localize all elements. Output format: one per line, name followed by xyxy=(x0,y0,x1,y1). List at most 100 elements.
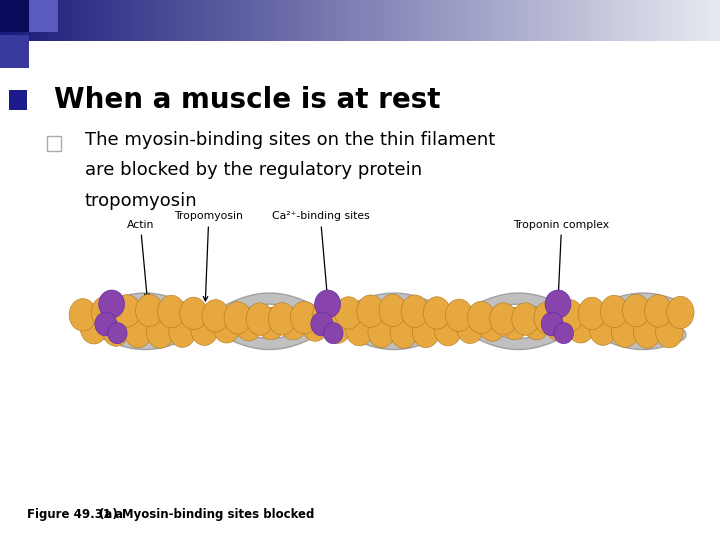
Bar xyxy=(29,0,58,32)
Text: are blocked by the regulatory protein: are blocked by the regulatory protein xyxy=(85,161,422,179)
Ellipse shape xyxy=(554,322,574,344)
Ellipse shape xyxy=(500,307,528,340)
Bar xyxy=(510,0,517,40)
Ellipse shape xyxy=(656,315,683,348)
Bar xyxy=(468,0,474,40)
Ellipse shape xyxy=(446,299,473,332)
Bar xyxy=(216,0,222,40)
Bar xyxy=(420,0,427,40)
Bar xyxy=(48,0,55,40)
Ellipse shape xyxy=(545,290,571,318)
Bar xyxy=(252,0,258,40)
Bar xyxy=(432,0,438,40)
Bar xyxy=(696,0,703,40)
Bar xyxy=(246,0,253,40)
Ellipse shape xyxy=(213,310,240,343)
Bar xyxy=(42,0,49,40)
Bar xyxy=(36,0,42,40)
Bar xyxy=(666,0,672,40)
Bar xyxy=(132,0,139,40)
Text: Ca²⁺-binding sites: Ca²⁺-binding sites xyxy=(271,211,369,295)
Bar xyxy=(576,0,582,40)
Bar xyxy=(402,0,409,40)
Ellipse shape xyxy=(534,302,562,334)
Ellipse shape xyxy=(147,316,174,348)
Bar xyxy=(204,0,211,40)
Ellipse shape xyxy=(158,295,185,328)
Bar xyxy=(66,0,73,40)
Ellipse shape xyxy=(290,301,318,334)
Ellipse shape xyxy=(667,296,694,329)
Bar xyxy=(210,0,217,40)
Bar xyxy=(360,0,366,40)
Ellipse shape xyxy=(600,295,628,328)
Bar xyxy=(270,0,276,40)
Bar xyxy=(660,0,667,40)
Bar xyxy=(348,0,355,40)
Ellipse shape xyxy=(108,322,127,344)
Ellipse shape xyxy=(69,299,96,331)
Ellipse shape xyxy=(541,312,563,336)
Ellipse shape xyxy=(315,290,341,318)
Bar xyxy=(690,0,697,40)
Bar xyxy=(240,0,247,40)
Ellipse shape xyxy=(368,315,395,348)
Ellipse shape xyxy=(135,294,163,327)
Ellipse shape xyxy=(634,316,661,348)
Bar xyxy=(390,0,397,40)
Bar xyxy=(642,0,649,40)
Ellipse shape xyxy=(479,309,506,341)
Ellipse shape xyxy=(125,315,152,348)
Bar xyxy=(552,0,559,40)
Bar xyxy=(282,0,289,40)
Bar xyxy=(102,0,109,40)
Ellipse shape xyxy=(324,311,351,343)
Bar xyxy=(78,0,85,40)
Ellipse shape xyxy=(113,295,140,327)
Ellipse shape xyxy=(95,312,117,336)
Text: Troponin complex: Troponin complex xyxy=(513,219,610,298)
Ellipse shape xyxy=(412,315,439,348)
Bar xyxy=(366,0,373,40)
Bar xyxy=(342,0,348,40)
Bar xyxy=(300,0,307,40)
Bar xyxy=(54,0,60,40)
Text: The myosin-binding sites on the thin filament: The myosin-binding sites on the thin fil… xyxy=(85,131,495,150)
Ellipse shape xyxy=(180,297,207,329)
Ellipse shape xyxy=(311,312,333,336)
Bar xyxy=(546,0,553,40)
Bar xyxy=(630,0,636,40)
Ellipse shape xyxy=(246,303,274,335)
Bar xyxy=(198,0,204,40)
Bar xyxy=(288,0,294,40)
Bar xyxy=(612,0,618,40)
Bar xyxy=(234,0,240,40)
Ellipse shape xyxy=(512,303,539,335)
Bar xyxy=(192,0,199,40)
Ellipse shape xyxy=(102,314,130,346)
Bar xyxy=(648,0,654,40)
Bar xyxy=(0,35,29,68)
Bar xyxy=(306,0,312,40)
Text: Actin: Actin xyxy=(127,219,154,298)
Bar xyxy=(180,0,186,40)
Ellipse shape xyxy=(401,295,428,327)
Ellipse shape xyxy=(567,310,595,343)
Bar xyxy=(30,0,37,40)
Bar xyxy=(522,0,528,40)
Bar xyxy=(450,0,456,40)
Bar xyxy=(150,0,157,40)
Bar xyxy=(258,0,265,40)
Ellipse shape xyxy=(168,315,196,347)
Bar xyxy=(84,0,91,40)
Ellipse shape xyxy=(224,302,251,334)
Text: Figure 49.31 a: Figure 49.31 a xyxy=(27,508,124,521)
Bar xyxy=(222,0,229,40)
Ellipse shape xyxy=(235,308,263,341)
Bar xyxy=(108,0,114,40)
Bar xyxy=(372,0,379,40)
Bar xyxy=(60,0,67,40)
Ellipse shape xyxy=(456,311,484,343)
Bar xyxy=(456,0,463,40)
Ellipse shape xyxy=(279,307,307,340)
